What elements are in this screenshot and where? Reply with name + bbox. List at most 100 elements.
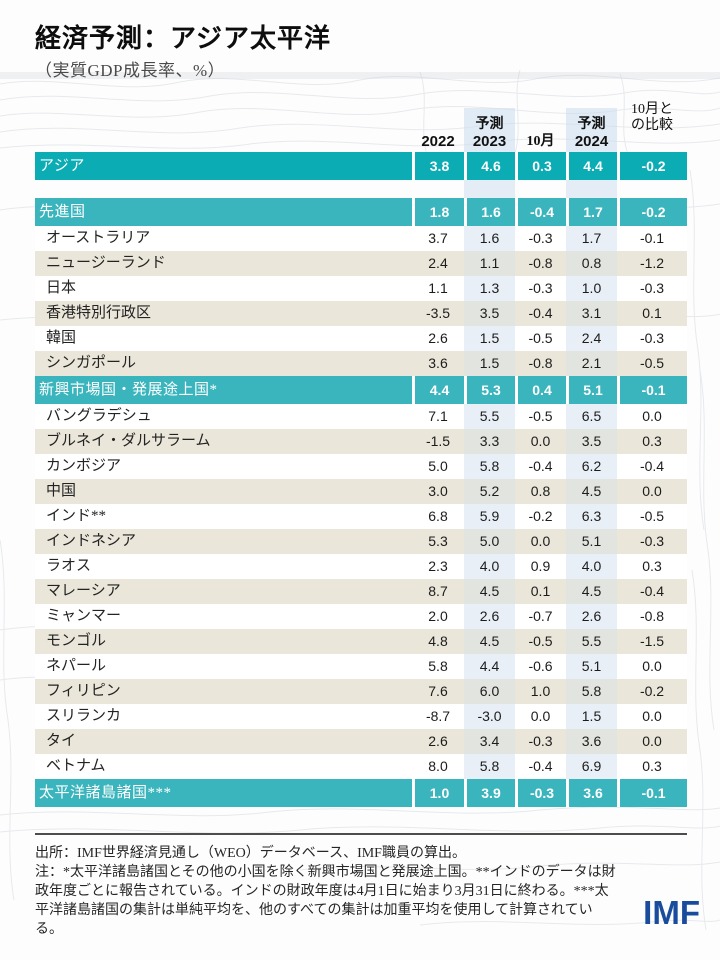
value-cell: 6.5 xyxy=(566,404,617,429)
row-label: インド** xyxy=(46,508,107,524)
value-cell: -0.4 xyxy=(639,583,665,599)
country-row: タイ 2.6 3.4 -0.3 3.6 0.0 xyxy=(35,729,687,754)
value-cell: 1.3 xyxy=(464,276,515,301)
value-cell: -0.1 xyxy=(639,230,665,246)
value-cell: -0.2 xyxy=(617,198,687,226)
value-cell: 0.0 xyxy=(642,408,662,424)
row-label: 太平洋諸島諸国*** xyxy=(39,785,172,801)
value-cell: 0.3 xyxy=(642,558,662,574)
spacer-cell xyxy=(515,180,566,198)
comparison-label-line2: の比較 xyxy=(631,118,673,133)
value-cell: 6.0 xyxy=(464,679,515,704)
value-cell: 5.8 xyxy=(566,679,617,704)
value-cell: 0.0 xyxy=(642,658,662,674)
value-cell: 4.0 xyxy=(464,554,515,579)
value-cell: 5.2 xyxy=(464,479,515,504)
footer-divider xyxy=(35,833,687,835)
value-cell: 3.0 xyxy=(428,483,448,499)
value-cell: 3.1 xyxy=(566,301,617,326)
value-cell: 0.0 xyxy=(530,708,551,724)
country-row: マレーシア 8.7 4.5 0.1 4.5 -0.4 xyxy=(35,579,687,604)
value-cell: 4.6 xyxy=(464,152,515,180)
country-row: ラオス 2.3 4.0 0.9 4.0 0.3 xyxy=(35,554,687,579)
page-subtitle: （実質GDP成長率、%） xyxy=(35,61,226,80)
country-row: フィリピン 7.6 6.0 1.0 5.8 -0.2 xyxy=(35,679,687,704)
value-cell: -0.5 xyxy=(528,330,553,346)
row-label: バングラデシュ xyxy=(46,408,152,424)
value-cell: 2.4 xyxy=(428,255,448,271)
forecast-2024-highlight xyxy=(566,108,617,152)
country-row: ベトナム 8.0 5.8 -0.4 6.9 0.3 xyxy=(35,754,687,779)
value-cell: -0.3 xyxy=(515,779,566,807)
value-cell: 5.0 xyxy=(464,529,515,554)
value-cell: -0.4 xyxy=(528,758,553,774)
row-label: ラオス xyxy=(46,558,92,574)
value-cell: 4.5 xyxy=(464,579,515,604)
row-label: 新興市場国・発展途上国* xyxy=(39,382,218,398)
value-cell: 3.6 xyxy=(428,355,448,371)
value-cell: 5.8 xyxy=(464,754,515,779)
value-cell: 2.6 xyxy=(428,330,448,346)
value-cell: 6.8 xyxy=(428,508,448,524)
forecast-table: 2022 予測 2023 10月 予測 2024 10月と の比較 xyxy=(35,95,687,807)
spacer-row xyxy=(35,180,687,198)
value-cell: 0.4 xyxy=(515,376,566,404)
table-header: 2022 予測 2023 10月 予測 2024 10月と の比較 xyxy=(35,95,687,152)
value-cell: -0.8 xyxy=(639,608,665,624)
value-cell: -3.5 xyxy=(425,305,451,321)
value-cell: -0.1 xyxy=(617,376,687,404)
row-label: 先進国 xyxy=(39,204,86,220)
country-row: カンボジア 5.0 5.8 -0.4 6.2 -0.4 xyxy=(35,454,687,479)
row-label: モンゴル xyxy=(46,633,107,649)
value-cell: 1.6 xyxy=(464,226,515,251)
value-cell: 1.1 xyxy=(428,280,448,296)
value-cell: 1.5 xyxy=(566,704,617,729)
value-cell: 5.8 xyxy=(428,658,448,674)
value-cell: 0.9 xyxy=(530,558,551,574)
country-row: 香港特別行政区 -3.5 3.5 -0.4 3.1 0.1 xyxy=(35,301,687,326)
country-row: ミャンマー 2.0 2.6 -0.7 2.6 -0.8 xyxy=(35,604,687,629)
spacer-cell xyxy=(566,180,617,198)
value-cell: 3.3 xyxy=(464,429,515,454)
value-cell: 5.5 xyxy=(464,404,515,429)
value-cell: 5.1 xyxy=(566,529,617,554)
value-cell: 2.6 xyxy=(464,604,515,629)
value-cell: 3.6 xyxy=(566,779,617,807)
year-label: 2022 xyxy=(421,133,455,150)
value-cell: 1.0 xyxy=(412,779,464,807)
value-cell: -0.3 xyxy=(639,533,665,549)
value-cell: -1.2 xyxy=(639,255,665,271)
value-cell: 1.0 xyxy=(566,276,617,301)
value-cell: 5.0 xyxy=(428,458,448,474)
aggregate-row: 新興市場国・発展途上国* 4.4 5.3 0.4 5.1 -0.1 xyxy=(35,376,687,404)
row-label: マレーシア xyxy=(46,583,121,599)
row-label: シンガポール xyxy=(46,355,137,371)
country-row: スリランカ -8.7 -3.0 0.0 1.5 0.0 xyxy=(35,704,687,729)
spacer-cell xyxy=(412,180,464,198)
value-cell: 5.9 xyxy=(464,504,515,529)
value-cell: -3.0 xyxy=(464,704,515,729)
row-label: タイ xyxy=(46,733,77,749)
value-cell: 0.1 xyxy=(530,583,551,599)
value-cell: 0.0 xyxy=(530,533,551,549)
value-cell: 8.0 xyxy=(428,758,448,774)
value-cell: 1.6 xyxy=(464,198,515,226)
value-cell: 4.0 xyxy=(566,554,617,579)
value-cell: 2.6 xyxy=(566,604,617,629)
value-cell: 0.3 xyxy=(515,152,566,180)
value-cell: -0.4 xyxy=(639,458,665,474)
row-label: インドネシア xyxy=(46,533,137,549)
country-row: シンガポール 3.6 1.5 -0.8 2.1 -0.5 xyxy=(35,351,687,376)
value-cell: 4.4 xyxy=(464,654,515,679)
comparison-label-line1: 10月と xyxy=(631,102,673,117)
value-cell: 3.9 xyxy=(464,779,515,807)
value-cell: 1.8 xyxy=(412,198,464,226)
row-label: アジア xyxy=(39,158,85,174)
aggregate-row: アジア 3.8 4.6 0.3 4.4 -0.2 xyxy=(35,152,687,180)
spacer-cell xyxy=(617,180,687,198)
country-row: ニュージーランド 2.4 1.1 -0.8 0.8 -1.2 xyxy=(35,251,687,276)
row-label: ミャンマー xyxy=(46,608,122,624)
country-row: オーストラリア 3.7 1.6 -0.3 1.7 -0.1 xyxy=(35,226,687,251)
aggregate-row: 先進国 1.8 1.6 -0.4 1.7 -0.2 xyxy=(35,198,687,226)
